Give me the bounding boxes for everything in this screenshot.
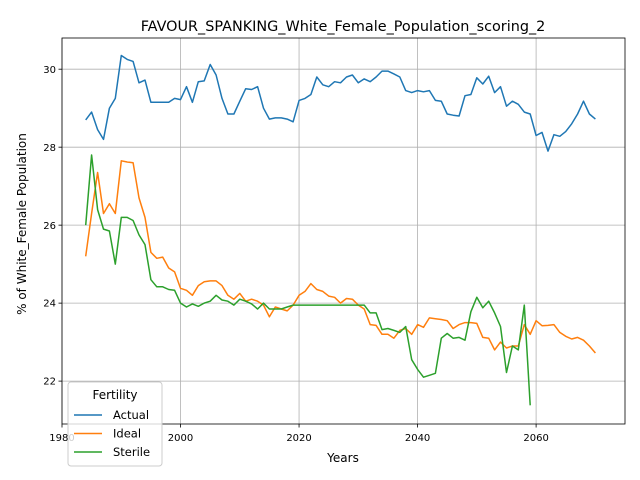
grid-lines [61, 38, 625, 424]
y-tick-label: 26 [43, 221, 56, 232]
chart-title: FAVOUR_SPANKING_White_Female_Population_… [141, 19, 546, 35]
y-tick-label: 28 [43, 143, 56, 154]
series-line-actual [85, 54, 596, 152]
y-tick-label: 22 [43, 377, 56, 388]
legend-label-ideal: Ideal [113, 427, 141, 441]
y-axis-label: % of White_Female Population [15, 133, 29, 315]
y-tick-label: 24 [43, 299, 56, 310]
series-lines [84, 54, 596, 406]
y-tick-label: 30 [43, 65, 56, 76]
x-tick-label: 2020 [286, 433, 311, 444]
x-tick-label: 1980 [49, 433, 74, 444]
x-axis-label: Years [326, 451, 359, 465]
axis-ticks: 1980 2000 2020 2040 2060 22 24 26 28 30 [43, 65, 549, 444]
series-line-ideal [84, 160, 596, 354]
plot-frame [61, 37, 626, 425]
x-tick-label: 2000 [168, 433, 193, 444]
series-line-sterile [84, 154, 531, 406]
legend-box [67, 381, 163, 467]
x-tick-label: 2040 [405, 433, 430, 444]
legend: Fertility Actual Ideal Sterile [67, 381, 163, 467]
legend-title: Fertility [92, 388, 137, 402]
legend-label-actual: Actual [113, 408, 149, 422]
x-tick-label: 2060 [523, 433, 548, 444]
legend-label-sterile: Sterile [113, 445, 150, 459]
